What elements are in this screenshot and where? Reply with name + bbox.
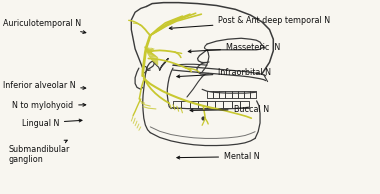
Text: Infraorbital N: Infraorbital N xyxy=(177,68,271,78)
Text: N to mylohyoid: N to mylohyoid xyxy=(12,101,86,110)
Text: Mental N: Mental N xyxy=(177,152,260,161)
Text: Post & Ant deep temporal N: Post & Ant deep temporal N xyxy=(169,16,331,29)
Text: Submandibular
ganglion: Submandibular ganglion xyxy=(8,140,70,165)
Text: Masseteric  N: Masseteric N xyxy=(188,43,280,53)
Text: Buccal N: Buccal N xyxy=(190,105,269,114)
Text: Auriculotemporal N: Auriculotemporal N xyxy=(3,19,86,34)
Text: Inferior alveolar N: Inferior alveolar N xyxy=(3,81,86,90)
Text: Lingual N: Lingual N xyxy=(22,119,82,127)
